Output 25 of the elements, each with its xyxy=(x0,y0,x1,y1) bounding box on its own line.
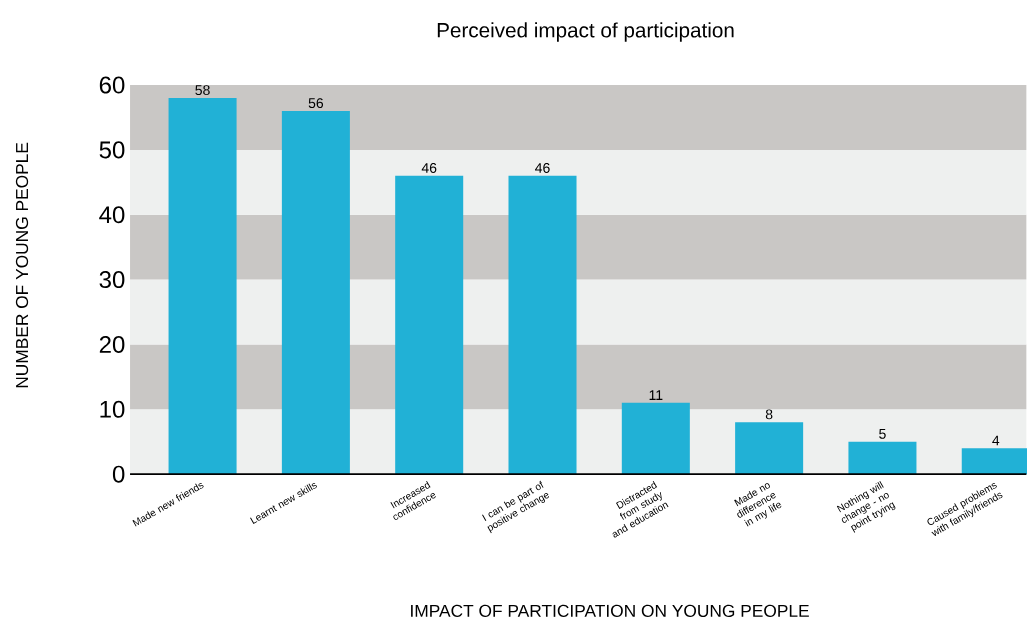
y-tick-label: 60 xyxy=(99,76,125,94)
y-tick-label: 20 xyxy=(99,335,125,353)
bar xyxy=(508,175,577,475)
data-label: 56 xyxy=(308,98,324,108)
bar xyxy=(621,402,690,475)
data-label: 11 xyxy=(649,390,663,400)
bar xyxy=(168,97,237,475)
data-label: 5 xyxy=(879,428,886,439)
y-tick-label: 10 xyxy=(100,400,125,418)
x-axis-title: IMPACT OF PARTICIPATION ON YOUNG PEOPLE xyxy=(411,604,809,617)
bar xyxy=(395,175,464,475)
y-tick-label: 30 xyxy=(99,270,125,288)
y-tick-label: 40 xyxy=(99,206,125,224)
y-axis-title: NUMBER OF YOUNG PEOPLE xyxy=(15,142,29,388)
chart-title: Perceived impact of participation xyxy=(437,22,734,42)
bar xyxy=(848,441,917,475)
data-label: 58 xyxy=(195,85,210,95)
y-tick-label: 50 xyxy=(99,141,125,159)
y-tick-label: 0 xyxy=(112,465,125,483)
bar xyxy=(735,422,804,475)
bar xyxy=(281,110,350,475)
data-label: 4 xyxy=(992,435,1000,446)
data-label: 46 xyxy=(421,162,437,173)
data-label: 8 xyxy=(765,409,773,420)
data-label: 46 xyxy=(535,162,550,173)
